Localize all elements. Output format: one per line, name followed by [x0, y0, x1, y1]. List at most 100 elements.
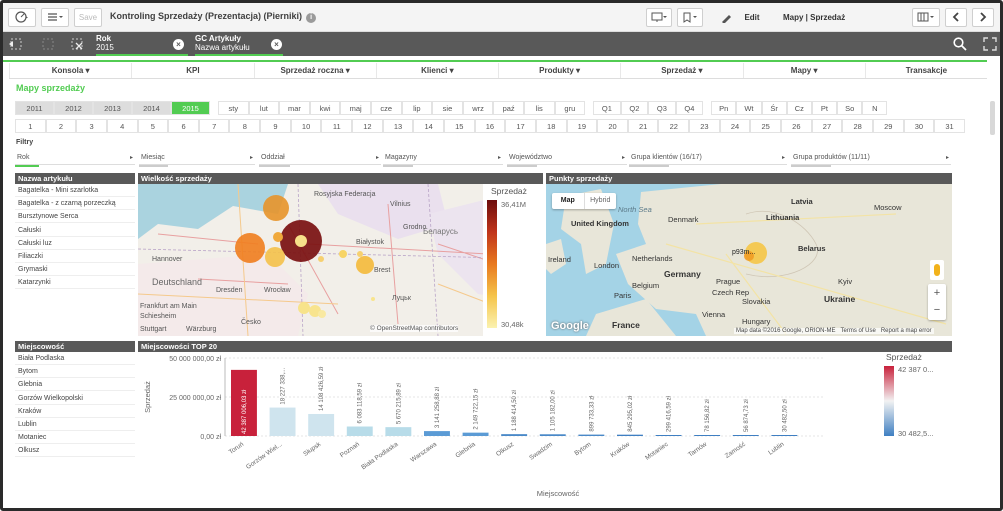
- list-item[interactable]: Kraków: [15, 405, 135, 418]
- menu-mapy[interactable]: Mapy ▾: [742, 63, 865, 78]
- sales-bubble[interactable]: [265, 247, 285, 267]
- dropdown-filter[interactable]: Rok ▸: [15, 154, 135, 167]
- day-25[interactable]: 25: [750, 119, 782, 133]
- list-item[interactable]: Lublin: [15, 418, 135, 431]
- month-maj[interactable]: maj: [340, 101, 371, 115]
- day-4[interactable]: 4: [106, 119, 138, 133]
- bar[interactable]: [578, 434, 605, 436]
- bar[interactable]: [269, 407, 296, 436]
- sales-bubble[interactable]: [318, 310, 326, 318]
- quarter-Q4[interactable]: Q4: [675, 101, 704, 115]
- bar[interactable]: [617, 434, 643, 436]
- list-item[interactable]: Katarzynki: [15, 276, 135, 290]
- year-2012[interactable]: 2012: [54, 101, 93, 115]
- bar[interactable]: [539, 434, 566, 436]
- bar[interactable]: [424, 431, 450, 436]
- day-13[interactable]: 13: [382, 119, 414, 133]
- weekday-0[interactable]: Pn: [711, 101, 737, 115]
- list-item[interactable]: Bytom: [15, 365, 135, 379]
- day-8[interactable]: 8: [229, 119, 261, 133]
- day-11[interactable]: 11: [321, 119, 353, 133]
- day-12[interactable]: 12: [352, 119, 383, 133]
- zoom-in-icon[interactable]: +: [933, 287, 941, 299]
- sales-bubble[interactable]: [339, 250, 347, 258]
- day-5[interactable]: 5: [137, 119, 169, 133]
- list-item[interactable]: Całuski luz: [15, 237, 135, 250]
- menu-klienci[interactable]: Klienci ▾: [375, 63, 498, 78]
- bar[interactable]: [771, 435, 798, 436]
- fullscreen-icon[interactable]: [983, 37, 997, 51]
- report-link[interactable]: Report a map error: [880, 328, 932, 334]
- dropdown-filter[interactable]: Grupa klientów (16/17) ▸: [629, 154, 787, 167]
- filter-scrollbar[interactable]: [990, 101, 995, 135]
- list-item[interactable]: Bagatelka - z czarną porzeczką: [15, 197, 135, 211]
- day-21[interactable]: 21: [627, 119, 659, 133]
- menu-transakcje[interactable]: Transakcje: [864, 63, 987, 78]
- day-28[interactable]: 28: [842, 119, 873, 133]
- bar[interactable]: [231, 369, 257, 436]
- month-lis[interactable]: lis: [523, 101, 555, 115]
- bar[interactable]: [694, 435, 721, 436]
- day-20[interactable]: 20: [597, 119, 628, 133]
- year-2013[interactable]: 2013: [93, 101, 132, 115]
- bar[interactable]: [732, 435, 759, 436]
- list-item[interactable]: Olkusz: [15, 444, 135, 458]
- month-kwi[interactable]: kwi: [309, 101, 341, 115]
- sales-bubble[interactable]: [235, 233, 265, 263]
- day-6[interactable]: 6: [168, 119, 199, 133]
- save-button[interactable]: Save: [74, 7, 102, 27]
- sales-bubble[interactable]: [273, 232, 283, 242]
- bar[interactable]: [385, 427, 412, 436]
- day-16[interactable]: 16: [474, 119, 506, 133]
- list-menu-button[interactable]: [41, 7, 69, 27]
- hybrid-type-button[interactable]: Hybrid: [583, 193, 617, 209]
- navigation-button[interactable]: [8, 7, 36, 27]
- list-item[interactable]: Glebnia: [15, 378, 135, 392]
- bar[interactable]: [655, 435, 682, 436]
- day-31[interactable]: 31: [934, 119, 965, 133]
- bar[interactable]: [462, 432, 489, 436]
- list-item[interactable]: Bursztynowe Serca: [15, 210, 135, 224]
- month-mar[interactable]: mar: [279, 101, 310, 115]
- dropdown-filter[interactable]: Grupa produktów (11/11) ▸: [791, 154, 951, 167]
- sales-point[interactable]: [744, 251, 754, 261]
- menu-sprzedaz[interactable]: Sprzedaż ▾: [620, 63, 742, 78]
- year-2015[interactable]: 2015: [171, 101, 210, 115]
- weekday-1[interactable]: Wt: [736, 101, 762, 115]
- month-lip[interactable]: lip: [401, 101, 433, 115]
- sheets-button[interactable]: [912, 7, 940, 27]
- sales-bubble[interactable]: [295, 235, 307, 247]
- selection-gc-artykuly[interactable]: GC Artykuły Nazwa artykułu ×: [195, 34, 287, 56]
- bookmark-button[interactable]: [677, 7, 703, 27]
- list-item[interactable]: Całuski: [15, 224, 135, 237]
- menu-sprzedaz-roczna[interactable]: Sprzedaż roczna ▾: [253, 63, 376, 78]
- quarter-Q1[interactable]: Q1: [593, 101, 621, 115]
- day-30[interactable]: 30: [903, 119, 935, 133]
- day-2[interactable]: 2: [45, 119, 77, 133]
- month-lut[interactable]: lut: [248, 101, 280, 115]
- weekday-3[interactable]: Cz: [786, 101, 812, 115]
- list-item[interactable]: Filiaczki: [15, 250, 135, 263]
- map-type-button[interactable]: Map: [560, 197, 575, 204]
- quarter-Q2[interactable]: Q2: [620, 101, 649, 115]
- selection-forward-icon[interactable]: [40, 37, 56, 51]
- sales-bubble[interactable]: [356, 256, 374, 274]
- weekday-4[interactable]: Pt: [811, 101, 838, 115]
- list-item[interactable]: Biała Podlaska: [15, 352, 135, 365]
- point-map[interactable]: North Sea United Kingdom Denmark Latvia …: [546, 184, 952, 336]
- day-15[interactable]: 15: [443, 119, 475, 133]
- prev-sheet-button[interactable]: [945, 7, 967, 27]
- edit-button[interactable]: Edit: [708, 8, 772, 27]
- day-3[interactable]: 3: [76, 119, 107, 133]
- sales-bubble[interactable]: [263, 195, 289, 221]
- bar[interactable]: [346, 426, 373, 436]
- list-item[interactable]: Motaniec: [15, 431, 135, 445]
- menu-kpi[interactable]: KPI: [131, 63, 253, 78]
- day-19[interactable]: 19: [566, 119, 598, 133]
- weekday-2[interactable]: Śr: [761, 101, 787, 115]
- clear-selection-icon[interactable]: ×: [271, 39, 282, 50]
- month-gru[interactable]: gru: [554, 101, 586, 115]
- day-7[interactable]: 7: [198, 119, 230, 133]
- day-23[interactable]: 23: [689, 119, 720, 133]
- sales-bubble[interactable]: [357, 251, 363, 257]
